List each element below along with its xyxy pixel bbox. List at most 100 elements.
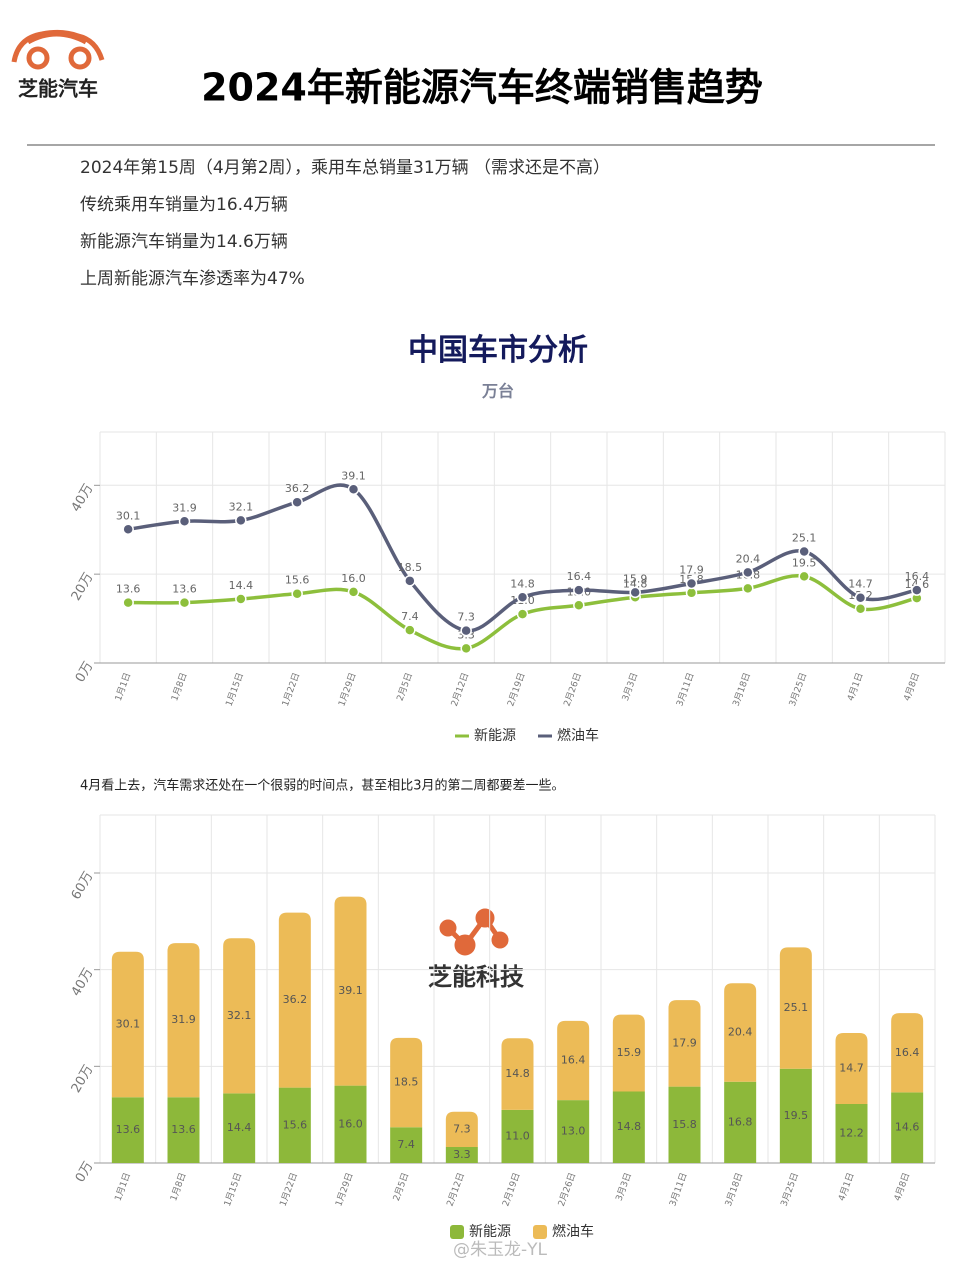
legend-swatch <box>450 1225 464 1239</box>
bar-segment <box>445 1147 478 1163</box>
bar-segment <box>167 1097 200 1163</box>
data-label: 20.4 <box>728 1026 753 1039</box>
point <box>516 608 529 620</box>
bar-segment <box>334 896 367 1086</box>
legend-swatch <box>533 1225 547 1239</box>
data-label: 18.5 <box>398 561 423 574</box>
data-label: 14.8 <box>617 1120 642 1133</box>
watermark-logo <box>439 908 509 956</box>
data-label: 18.5 <box>394 1076 419 1089</box>
data-label: 36.2 <box>283 993 308 1006</box>
bar-segment <box>891 1092 924 1163</box>
data-label: 7.4 <box>401 610 419 623</box>
data-label: 14.8 <box>510 577 535 590</box>
bar-segment <box>278 912 311 1088</box>
data-label: 16.8 <box>728 1115 753 1128</box>
legend-label: 新能源 <box>474 728 516 744</box>
point <box>854 591 867 604</box>
data-label: 13.6 <box>116 583 141 596</box>
bar-segment <box>724 983 757 1082</box>
chart-subtitle: 万台 <box>481 382 514 401</box>
summary-line: 上周新能源汽车渗透率为47% <box>80 269 305 289</box>
bar-segment <box>501 1038 534 1110</box>
data-label: 16.4 <box>567 570 592 583</box>
credit: @朱玉龙-YL <box>453 1240 548 1260</box>
point <box>291 496 303 508</box>
bar-segment <box>334 1085 367 1163</box>
bar-segment <box>724 1081 757 1163</box>
data-label: 19.5 <box>784 1109 809 1122</box>
bar-segment <box>612 1014 645 1092</box>
bar-segment <box>278 1087 311 1163</box>
data-label: 16.4 <box>561 1054 586 1067</box>
point <box>235 514 247 527</box>
legend-label: 燃油车 <box>552 1223 594 1240</box>
point <box>122 523 134 536</box>
point <box>122 596 134 609</box>
data-label: 14.7 <box>839 1062 864 1075</box>
bar-segment <box>835 1104 868 1163</box>
data-label: 7.4 <box>397 1138 415 1151</box>
data-label: 7.3 <box>453 1122 471 1135</box>
point <box>235 593 247 605</box>
legend-label: 新能源 <box>469 1224 511 1240</box>
data-label: 16.0 <box>341 572 366 585</box>
point <box>404 575 416 587</box>
point <box>178 596 191 609</box>
data-label: 15.6 <box>285 574 310 587</box>
bar-segment <box>111 951 144 1098</box>
data-label: 14.8 <box>505 1067 530 1080</box>
data-label: 39.1 <box>338 984 363 997</box>
bar-segment <box>779 1068 812 1163</box>
data-label: 16.0 <box>338 1117 363 1130</box>
data-label: 3.3 <box>453 1148 471 1161</box>
data-label: 30.1 <box>116 509 141 522</box>
data-label: 12.2 <box>839 1127 864 1140</box>
data-label: 39.1 <box>341 469 366 482</box>
point <box>573 599 585 611</box>
bar-segment <box>223 938 256 1094</box>
bar-segment <box>835 1032 868 1105</box>
point <box>798 545 810 558</box>
data-label: 11.0 <box>505 1129 530 1142</box>
note: 4月看上去，汽车需求还处在一个很弱的时间点，甚至相比3月的第二周都要差一些。 <box>80 778 565 794</box>
bar-segment <box>668 1086 701 1163</box>
data-label: 36.2 <box>285 482 310 495</box>
series-line <box>127 483 918 633</box>
data-label: 14.6 <box>895 1121 920 1134</box>
data-label: 16.4 <box>905 570 930 583</box>
data-label: 17.9 <box>672 1036 697 1049</box>
data-label: 13.6 <box>172 583 197 596</box>
data-label: 32.1 <box>227 1009 252 1022</box>
data-label: 7.3 <box>457 611 475 624</box>
bar-segment <box>390 1127 423 1163</box>
data-label: 14.8 <box>623 577 648 590</box>
point <box>404 624 416 636</box>
point <box>460 624 472 637</box>
summary-line: 2024年第15周（4月第2周），乘用车总销量31万辆 （需求还是不高） <box>80 158 610 178</box>
data-label: 13.6 <box>171 1123 196 1136</box>
data-label: 31.9 <box>171 1013 196 1026</box>
data-label: 15.8 <box>672 1118 697 1131</box>
data-label: 13.0 <box>561 1125 586 1138</box>
brand-name: 芝能汽车 <box>18 77 98 101</box>
data-label: 16.4 <box>895 1046 920 1059</box>
point <box>798 570 810 583</box>
point <box>911 584 923 596</box>
data-label: 14.7 <box>848 578 873 591</box>
data-label: 15.9 <box>617 1046 642 1059</box>
point <box>347 586 360 598</box>
data-label: 15.6 <box>283 1118 308 1131</box>
summary-line: 传统乘用车销量为16.4万辆 <box>80 195 288 215</box>
data-label: 13.6 <box>116 1123 141 1136</box>
data-label: 31.9 <box>172 501 197 514</box>
watermark: 芝能科技 <box>428 963 525 991</box>
page-title: 2024年新能源汽车终端销售趋势 <box>201 66 763 110</box>
point <box>516 591 529 604</box>
data-label: 20.4 <box>736 552 761 565</box>
bar-segment <box>779 947 812 1069</box>
data-label: 15.9 <box>623 572 648 585</box>
legend-label: 燃油车 <box>557 727 599 744</box>
